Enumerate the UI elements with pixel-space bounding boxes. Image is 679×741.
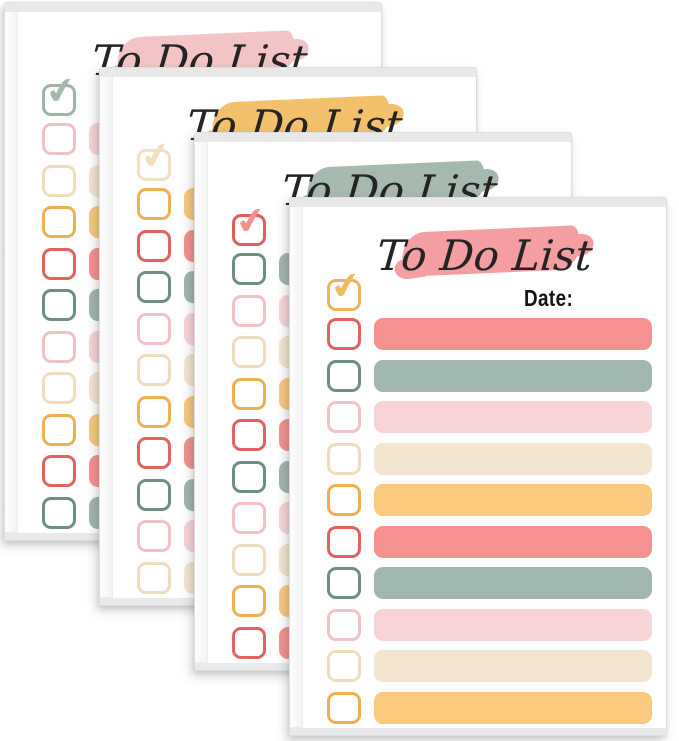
row-checkbox — [42, 206, 76, 238]
row-line-bar — [374, 525, 652, 558]
row-checkbox — [232, 585, 266, 617]
checked-checkbox: ✔ — [232, 199, 269, 246]
row-checkbox — [137, 354, 171, 386]
row-checkbox — [42, 455, 76, 487]
row-checkbox — [137, 437, 171, 469]
paper-stack-top-edge — [5, 3, 381, 12]
row-checkbox — [137, 312, 171, 345]
row-line-bar — [374, 608, 652, 641]
row-checkbox — [137, 395, 171, 428]
row-checkbox — [327, 442, 361, 475]
row-checkbox — [137, 520, 171, 552]
row-checkbox — [232, 543, 266, 576]
paper-stack-top-edge — [195, 133, 571, 142]
row-line-bar — [374, 318, 652, 350]
row-line-bar — [374, 691, 652, 724]
row-checkbox — [327, 567, 361, 599]
row-checkbox — [327, 401, 361, 433]
todo-row — [303, 318, 666, 350]
row-checkbox — [137, 271, 171, 303]
row-checkbox — [232, 253, 266, 285]
row-checkbox — [42, 247, 76, 280]
row-checkbox — [327, 691, 361, 724]
row-checkbox — [327, 484, 361, 516]
date-label: Date: — [524, 285, 574, 311]
row-checkbox — [232, 336, 266, 368]
checkmark-icon: ✔ — [327, 263, 365, 310]
row-line-bar — [374, 567, 652, 599]
todo-row — [303, 691, 666, 724]
checkmark-icon: ✔ — [42, 68, 80, 115]
todo-row — [303, 401, 666, 433]
todo-row — [303, 442, 666, 475]
row-checkbox — [42, 496, 76, 529]
row-checkbox — [232, 502, 266, 534]
row-checkbox — [327, 650, 361, 682]
todo-row — [303, 484, 666, 516]
todo-row — [303, 608, 666, 641]
row-checkbox — [327, 608, 361, 641]
row-line-bar — [374, 484, 652, 516]
row-checkbox — [137, 478, 171, 511]
checked-checkbox: ✔ — [137, 134, 174, 181]
row-checkbox — [137, 561, 171, 594]
row-line-bar — [374, 401, 652, 433]
notepad-front-pad: To Do List ✔ Date: — [289, 197, 667, 736]
row-checkbox — [137, 229, 171, 262]
paper-stack-top-edge — [290, 198, 666, 207]
row-line-bar — [374, 359, 652, 392]
row-line-bar — [374, 442, 652, 475]
paper-stack-bottom-edge — [290, 727, 666, 735]
row-checkbox — [42, 372, 76, 404]
row-checkbox — [232, 460, 266, 493]
row-checkbox — [42, 123, 76, 155]
row-checkbox — [137, 188, 171, 220]
paper-stack-top-edge — [100, 68, 476, 77]
row-checkbox — [232, 294, 266, 327]
row-checkbox — [232, 419, 266, 451]
todo-row — [303, 650, 666, 682]
todo-rows — [303, 318, 666, 733]
checkmark-icon: ✔ — [137, 133, 175, 180]
row-checkbox — [42, 413, 76, 446]
checkmark-icon: ✔ — [232, 198, 270, 245]
checked-checkbox: ✔ — [327, 264, 364, 311]
notepad-front-sheet: To Do List✔Date: — [302, 207, 666, 728]
todo-row — [303, 525, 666, 558]
row-checkbox — [42, 330, 76, 363]
row-line-bar — [374, 650, 652, 682]
todo-row — [303, 359, 666, 392]
checked-checkbox: ✔ — [42, 69, 79, 116]
row-checkbox — [327, 525, 361, 558]
row-checkbox — [42, 164, 76, 197]
row-checkbox — [327, 318, 361, 350]
todo-row — [303, 567, 666, 599]
row-checkbox — [232, 626, 266, 659]
row-checkbox — [232, 377, 266, 410]
row-checkbox — [42, 289, 76, 321]
row-checkbox — [327, 359, 361, 392]
